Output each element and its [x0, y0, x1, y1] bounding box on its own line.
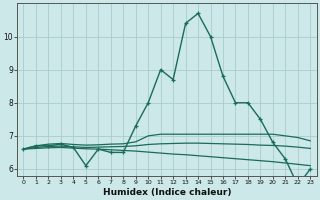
X-axis label: Humidex (Indice chaleur): Humidex (Indice chaleur) — [103, 188, 231, 197]
